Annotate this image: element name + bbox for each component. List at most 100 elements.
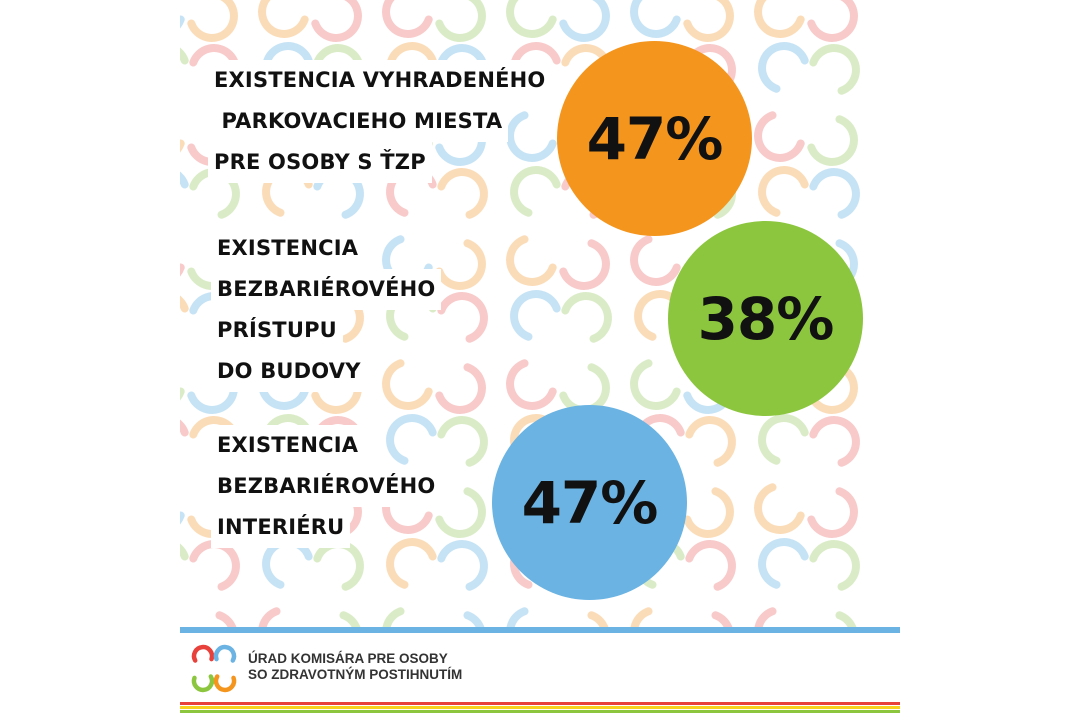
stat-circle-parking: 47% bbox=[557, 41, 752, 236]
pattern-arc bbox=[559, 363, 610, 414]
stat-label-line: EXISTENCIA bbox=[211, 425, 441, 466]
pattern-arc bbox=[559, 239, 610, 290]
pattern-arc bbox=[809, 44, 860, 95]
pattern-arc bbox=[258, 0, 309, 38]
pattern-arc bbox=[835, 611, 857, 628]
pattern-arc bbox=[561, 292, 612, 343]
pattern-arc bbox=[758, 538, 809, 589]
footer-stripe-yellow bbox=[180, 706, 900, 709]
pattern-arc bbox=[506, 235, 557, 286]
office-logo-icon bbox=[191, 644, 237, 693]
pattern-arc bbox=[630, 0, 681, 38]
pattern-arc bbox=[437, 292, 488, 343]
pattern-arc bbox=[435, 0, 486, 42]
pattern-arc bbox=[339, 611, 361, 628]
footer: ÚRAD KOMISÁRA PRE OSOBY SO ZDRAVOTNÝM PO… bbox=[180, 633, 900, 720]
pattern-arc bbox=[189, 540, 240, 591]
pattern-arc bbox=[685, 416, 736, 467]
pattern-arc bbox=[758, 166, 809, 217]
logo-arc bbox=[213, 674, 237, 693]
stat-label-line: INTERIÉRU bbox=[211, 507, 441, 548]
stat-label-line: PRE OSOBY S ŤZP bbox=[208, 142, 552, 183]
pattern-arc bbox=[313, 540, 364, 591]
pattern-arc bbox=[435, 487, 486, 538]
pattern-arc bbox=[180, 139, 185, 153]
pattern-arc bbox=[506, 359, 557, 410]
pattern-arc bbox=[809, 168, 860, 219]
pattern-arc bbox=[587, 611, 609, 628]
stat-label-line: PARKOVACIEHO MIESTA bbox=[208, 101, 552, 142]
pattern-arc bbox=[180, 15, 185, 29]
pattern-arc bbox=[809, 416, 860, 467]
stat-value-interior: 47% bbox=[521, 468, 659, 537]
pattern-arc bbox=[180, 543, 189, 561]
pattern-arc bbox=[180, 419, 189, 437]
stat-label-line: EXISTENCIA bbox=[211, 228, 441, 269]
stat-value-access: 38% bbox=[697, 284, 835, 353]
pattern-arc bbox=[630, 607, 653, 628]
infographic-card: EXISTENCIA VYHRADENÉHO PARKOVACIEHO MIES… bbox=[180, 0, 900, 720]
pattern-arc bbox=[685, 540, 736, 591]
pattern-arc bbox=[180, 611, 181, 628]
logo-arc bbox=[191, 674, 215, 693]
footer-stripe-green bbox=[180, 710, 900, 713]
office-name-line-2: SO ZDRAVOTNÝM POSTIHNUTÍM bbox=[248, 667, 463, 682]
pattern-arc bbox=[180, 171, 189, 189]
stat-label-parking: EXISTENCIA VYHRADENÉHO PARKOVACIEHO MIES… bbox=[208, 60, 552, 183]
pattern-arc bbox=[386, 538, 437, 589]
pattern-arc bbox=[807, 0, 858, 42]
pattern-arc bbox=[180, 263, 185, 277]
pattern-arc bbox=[506, 111, 557, 162]
footer-stripe-red bbox=[180, 702, 900, 705]
pattern-arc bbox=[258, 607, 281, 628]
pattern-arc bbox=[758, 414, 809, 465]
logo-arc bbox=[213, 644, 237, 663]
pattern-arc bbox=[754, 483, 805, 534]
pattern-arc bbox=[807, 363, 858, 414]
pattern-arc bbox=[435, 239, 486, 290]
stat-label-interior: EXISTENCIA BEZBARIÉROVÉHO INTERIÉRU bbox=[211, 425, 442, 548]
pattern-arc bbox=[683, 487, 734, 538]
pattern-arc bbox=[506, 0, 557, 38]
pattern-arc bbox=[180, 47, 189, 65]
pattern-arc bbox=[754, 111, 805, 162]
stat-value-parking: 47% bbox=[586, 104, 724, 173]
pattern-arc bbox=[437, 540, 488, 591]
pattern-arc bbox=[437, 168, 488, 219]
pattern-arc bbox=[630, 235, 681, 286]
footer-top-line bbox=[180, 627, 900, 633]
pattern-arc bbox=[559, 0, 610, 42]
pattern-arc bbox=[711, 611, 733, 628]
pattern-arc bbox=[506, 607, 529, 628]
stat-label-access: EXISTENCIA BEZBARIÉROVÉHO PRÍSTUPU DO BU… bbox=[211, 228, 442, 392]
pattern-arc bbox=[809, 540, 860, 591]
pattern-arc bbox=[510, 166, 561, 217]
pattern-arc bbox=[215, 611, 237, 628]
office-name-line-1: ÚRAD KOMISÁRA PRE OSOBY bbox=[248, 651, 448, 666]
pattern-arc bbox=[262, 538, 313, 589]
pattern-arc bbox=[435, 363, 486, 414]
pattern-arc bbox=[463, 611, 485, 628]
stat-circle-interior: 47% bbox=[492, 405, 687, 600]
pattern-arc bbox=[630, 359, 681, 410]
pattern-arc bbox=[754, 607, 777, 628]
stat-label-line: BEZBARIÉROVÉHO bbox=[211, 269, 442, 310]
stat-label-line: PRÍSTUPU bbox=[211, 310, 441, 351]
pattern-arc bbox=[683, 0, 734, 42]
pattern-arc bbox=[382, 359, 433, 410]
pattern-arc bbox=[382, 607, 405, 628]
pattern-arc bbox=[807, 487, 858, 538]
pattern-arc bbox=[311, 0, 362, 42]
stat-label-line: DO BUDOVY bbox=[211, 351, 441, 392]
pattern-arc bbox=[382, 0, 433, 38]
stat-label-line: EXISTENCIA VYHRADENÉHO bbox=[208, 60, 552, 101]
pattern-arc bbox=[510, 290, 561, 341]
pattern-arc bbox=[180, 295, 189, 313]
pattern-arc bbox=[758, 42, 809, 93]
pattern-arc bbox=[180, 387, 185, 401]
pattern-arc bbox=[437, 416, 488, 467]
pattern-arc bbox=[180, 511, 185, 525]
logo-arc bbox=[191, 644, 215, 663]
stat-label-line: BEZBARIÉROVÉHO bbox=[211, 466, 442, 507]
pattern-arc bbox=[386, 414, 437, 465]
